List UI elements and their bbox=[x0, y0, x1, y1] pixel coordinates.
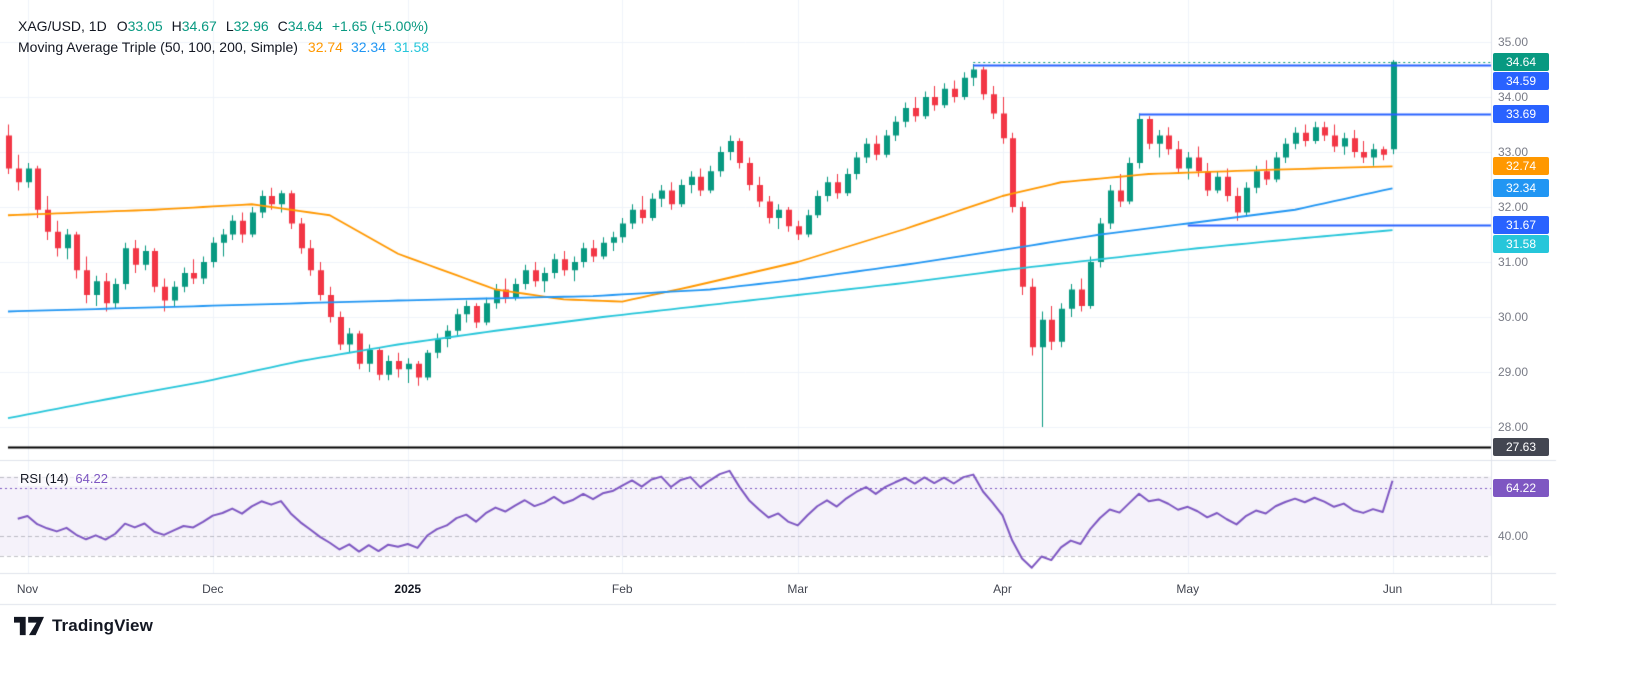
chart-legend: XAG/USD, 1D O33.05 H34.67 L32.96 C34.64 … bbox=[18, 18, 437, 55]
price-tick-label: 34.00 bbox=[1498, 90, 1529, 104]
price-label-badge: 32.34 bbox=[1493, 179, 1549, 198]
price-tick-label: 33.00 bbox=[1498, 145, 1529, 159]
ma-indicator-title[interactable]: Moving Average Triple (50, 100, 200, Sim… bbox=[18, 39, 298, 55]
price-label-badge: 27.63 bbox=[1493, 438, 1549, 457]
time-tick-label: 2025 bbox=[394, 582, 422, 596]
price-label-badge: 33.69 bbox=[1493, 105, 1549, 124]
price-tick-label: 31.00 bbox=[1498, 255, 1529, 269]
time-tick-label: Dec bbox=[202, 582, 224, 596]
ma200-value: 31.58 bbox=[394, 39, 430, 55]
time-tick-label: Jun bbox=[1382, 582, 1403, 596]
time-tick-label: May bbox=[1176, 582, 1200, 596]
time-tick-label: Mar bbox=[787, 582, 809, 596]
ohlc-low: L32.96 bbox=[225, 18, 269, 34]
price-tick-label: 30.00 bbox=[1498, 310, 1529, 324]
tradingview-logo-icon[interactable] bbox=[14, 616, 44, 636]
price-tick-label: 32.00 bbox=[1498, 200, 1529, 214]
ohlc-open: O33.05 bbox=[116, 18, 163, 34]
ohlc-close: C34.64 bbox=[277, 18, 323, 34]
time-tick-label: Nov bbox=[16, 582, 39, 596]
rsi-tick-label: 40.00 bbox=[1498, 528, 1529, 543]
price-label-badge: 31.67 bbox=[1493, 216, 1549, 235]
ohlc-high: H34.67 bbox=[171, 18, 217, 34]
rsi-legend: RSI (14) 64.22 bbox=[18, 471, 110, 486]
price-tick-label: 28.00 bbox=[1498, 420, 1529, 434]
price-label-badge: 32.74 bbox=[1493, 157, 1549, 176]
price-axis[interactable]: 35.00 34.00 33.00 32.00 31.00 30.00 29.00 28.00… bbox=[1491, 0, 1557, 605]
symbol-title[interactable]: XAG/USD, 1D bbox=[18, 18, 107, 34]
time-tick-label: Apr bbox=[993, 582, 1012, 596]
footer-branding: TradingView bbox=[14, 616, 153, 636]
rsi-value: 64.22 bbox=[75, 471, 108, 486]
price-tick-label: 35.00 bbox=[1498, 35, 1529, 49]
change-value: +1.65 (+5.00%) bbox=[331, 18, 429, 34]
symbol-legend-row: XAG/USD, 1D O33.05 H34.67 L32.96 C34.64 … bbox=[18, 18, 437, 34]
price-tick-label: 29.00 bbox=[1498, 365, 1529, 379]
ma100-value: 32.34 bbox=[350, 39, 386, 55]
ma-legend-row: Moving Average Triple (50, 100, 200, Sim… bbox=[18, 39, 437, 55]
time-axis[interactable]: Nov Dec 2025 Feb Mar Apr May Jun bbox=[0, 574, 1556, 604]
price-label-badge: 31.58 bbox=[1493, 235, 1549, 254]
rsi-indicator-title[interactable]: RSI (14) bbox=[20, 471, 69, 486]
rsi-value-badge: 64.22 bbox=[1493, 479, 1549, 497]
price-label-badge: 34.64 bbox=[1493, 52, 1549, 71]
brand-name[interactable]: TradingView bbox=[52, 616, 153, 635]
price-label-badge: 34.59 bbox=[1493, 71, 1549, 90]
time-tick-label: Feb bbox=[611, 582, 633, 596]
ma50-value: 32.74 bbox=[307, 39, 343, 55]
